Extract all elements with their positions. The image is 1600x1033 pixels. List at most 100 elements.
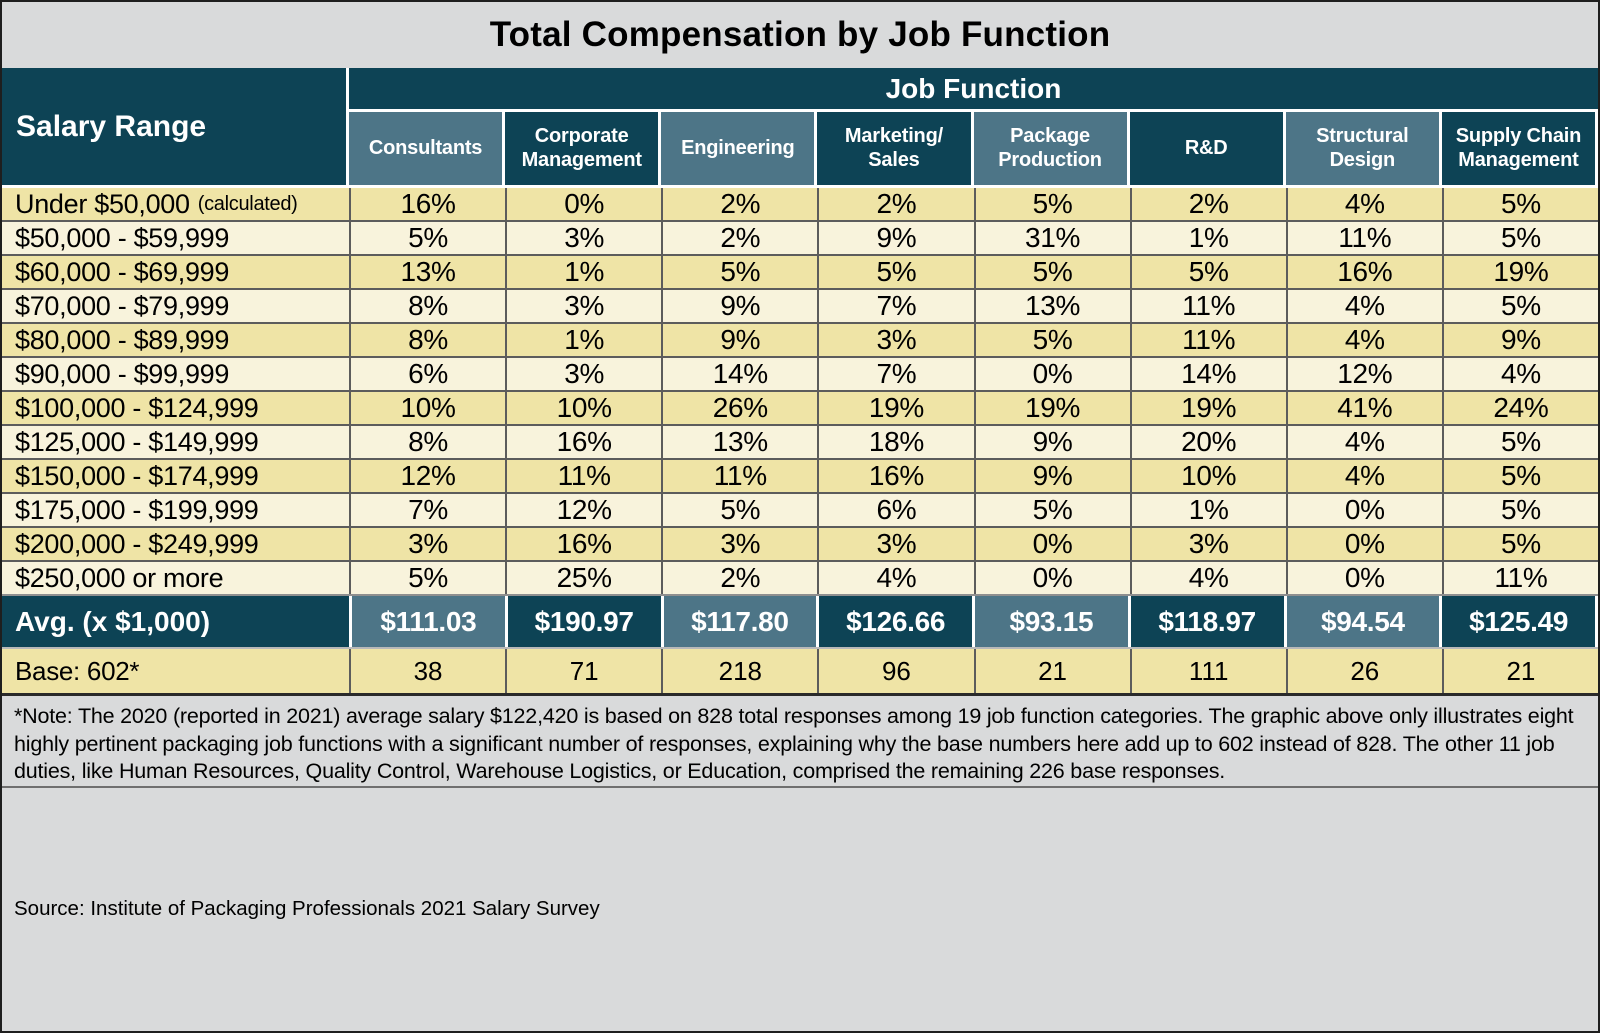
data-cell: 2% xyxy=(661,188,817,220)
average-row: Avg. (x $1,000) $111.03 $190.97 $117.80 $12… xyxy=(2,594,1598,649)
data-cell: 9% xyxy=(973,426,1130,458)
salary-row-12: $250,000 or more 5% 25% 2% 4% 0% 4% 0% 11% xyxy=(2,560,1598,594)
data-cell: 5% xyxy=(661,256,817,288)
data-cell: 8% xyxy=(349,324,505,356)
average-cells: $111.03 $190.97 $117.80 $126.66 $93.15 $118.9… xyxy=(349,596,1598,647)
data-cell: 11% xyxy=(661,460,817,492)
data-cell: 12% xyxy=(349,460,505,492)
base-cell: 26 xyxy=(1285,649,1442,693)
column-header-2: Corporate Management xyxy=(502,112,659,185)
salary-row-3: $60,000 - $69,999 13% 1% 5% 5% 5% 5% 16% 19% xyxy=(2,254,1598,288)
data-cell: 0% xyxy=(1285,562,1442,594)
data-cell: 2% xyxy=(817,188,973,220)
row-label: Under $50,000 (calculated) xyxy=(15,188,298,219)
data-cell: 3% xyxy=(1129,528,1286,560)
column-header-1: Consultants xyxy=(349,112,503,185)
data-cell: 0% xyxy=(1285,494,1442,526)
page-title: Total Compensation by Job Function xyxy=(489,15,1111,54)
data-cell: 5% xyxy=(1441,460,1598,492)
data-cell: 3% xyxy=(505,290,661,322)
data-cell: 0% xyxy=(505,188,661,220)
average-cell: $118.97 xyxy=(1127,596,1284,647)
data-cell: 0% xyxy=(1285,528,1442,560)
data-cell: 16% xyxy=(817,460,973,492)
data-cell: 5% xyxy=(973,256,1130,288)
data-cell: 5% xyxy=(1441,290,1598,322)
data-cell: 16% xyxy=(1285,256,1442,288)
data-cell: 8% xyxy=(349,426,505,458)
data-cell: 3% xyxy=(505,222,661,254)
data-cell: 9% xyxy=(661,324,817,356)
data-cell: 18% xyxy=(817,426,973,458)
data-cell: 26% xyxy=(661,392,817,424)
column-header-3: Engineering xyxy=(658,112,815,185)
data-cell: 19% xyxy=(973,392,1130,424)
job-function-group-header: Job Function xyxy=(349,68,1598,112)
row-label: $200,000 - $249,999 xyxy=(15,528,259,559)
data-cell: 3% xyxy=(817,528,973,560)
row-label: $100,000 - $124,999 xyxy=(15,392,259,423)
data-cell: 4% xyxy=(1129,562,1286,594)
data-cell: 4% xyxy=(817,562,973,594)
row-label: $50,000 - $59,999 xyxy=(15,222,230,253)
title-bar: Total Compensation by Job Function xyxy=(2,2,1598,68)
row-label: $90,000 - $99,999 xyxy=(15,358,230,389)
data-cell: 12% xyxy=(1285,358,1442,390)
row-label: $80,000 - $89,999 xyxy=(15,324,230,355)
row-label-suffix: (calculated) xyxy=(197,192,298,215)
base-cell: 111 xyxy=(1129,649,1286,693)
data-cell: 16% xyxy=(505,426,661,458)
data-cell: 1% xyxy=(1129,222,1286,254)
data-cell: 5% xyxy=(1441,494,1598,526)
average-cell: $94.54 xyxy=(1283,596,1440,647)
data-cell: 14% xyxy=(1129,358,1286,390)
average-cell: $117.80 xyxy=(660,596,817,647)
data-cell: 13% xyxy=(973,290,1130,322)
salary-row-4: $70,000 - $79,999 8% 3% 9% 7% 13% 11% 4% 5% xyxy=(2,288,1598,322)
source: Source: Institute of Packaging Professio… xyxy=(2,785,1598,1031)
data-cell: 7% xyxy=(817,358,973,390)
data-cell: 9% xyxy=(973,460,1130,492)
data-cell: 11% xyxy=(1129,290,1286,322)
salary-row-10: $175,000 - $199,999 7% 12% 5% 6% 5% 1% 0% 5% xyxy=(2,492,1598,526)
data-cell: 10% xyxy=(1129,460,1286,492)
data-cell: 9% xyxy=(661,290,817,322)
base-cell: 96 xyxy=(817,649,973,693)
data-cell: 5% xyxy=(661,494,817,526)
salary-range-header: Salary Range xyxy=(2,68,349,185)
table-header: Salary Range Job Function Consultants Cor… xyxy=(2,68,1598,188)
row-label: $70,000 - $79,999 xyxy=(15,290,230,321)
base-cell: 38 xyxy=(349,649,505,693)
data-cell: 25% xyxy=(505,562,661,594)
data-cell: 4% xyxy=(1441,358,1598,390)
job-function-header-group: Job Function Consultants Corporate Manage… xyxy=(349,68,1598,185)
data-cell: 12% xyxy=(505,494,661,526)
data-cell: 4% xyxy=(1285,460,1442,492)
salary-row-1: Under $50,000 (calculated) 16% 0% 2% 2% 5% 2% 4%… xyxy=(2,188,1598,220)
data-cell: 6% xyxy=(349,358,505,390)
column-header-8: Supply Chain Management xyxy=(1438,112,1598,185)
data-cell: 3% xyxy=(349,528,505,560)
data-cell: 6% xyxy=(817,494,973,526)
data-cell: 2% xyxy=(1129,188,1286,220)
data-cell: 4% xyxy=(1285,324,1442,356)
data-cell: 10% xyxy=(349,392,505,424)
data-cell: 2% xyxy=(661,222,817,254)
data-cell: 13% xyxy=(661,426,817,458)
salary-row-6: $90,000 - $99,999 6% 3% 14% 7% 0% 14% 12% 4% xyxy=(2,356,1598,390)
column-header-4: Marketing/ Sales xyxy=(814,112,971,185)
footnote: *Note: The 2020 (reported in 2021) avera… xyxy=(2,696,1598,786)
column-header-5: Package Production xyxy=(970,112,1127,185)
average-cell: $125.49 xyxy=(1439,596,1598,647)
data-cell: 5% xyxy=(973,188,1130,220)
average-cell: $93.15 xyxy=(972,596,1128,647)
data-cell: 2% xyxy=(661,562,817,594)
column-headers: Consultants Corporate Management Engineeri… xyxy=(349,112,1598,185)
salary-row-2: $50,000 - $59,999 5% 3% 2% 9% 31% 1% 11% 5% xyxy=(2,220,1598,254)
salary-row-7: $100,000 - $124,999 10% 10% 26% 19% 19% 19% 41%… xyxy=(2,390,1598,424)
data-cell: 14% xyxy=(661,358,817,390)
column-header-7: Structural Design xyxy=(1282,112,1439,185)
data-cell: 9% xyxy=(817,222,973,254)
data-cell: 5% xyxy=(1129,256,1286,288)
